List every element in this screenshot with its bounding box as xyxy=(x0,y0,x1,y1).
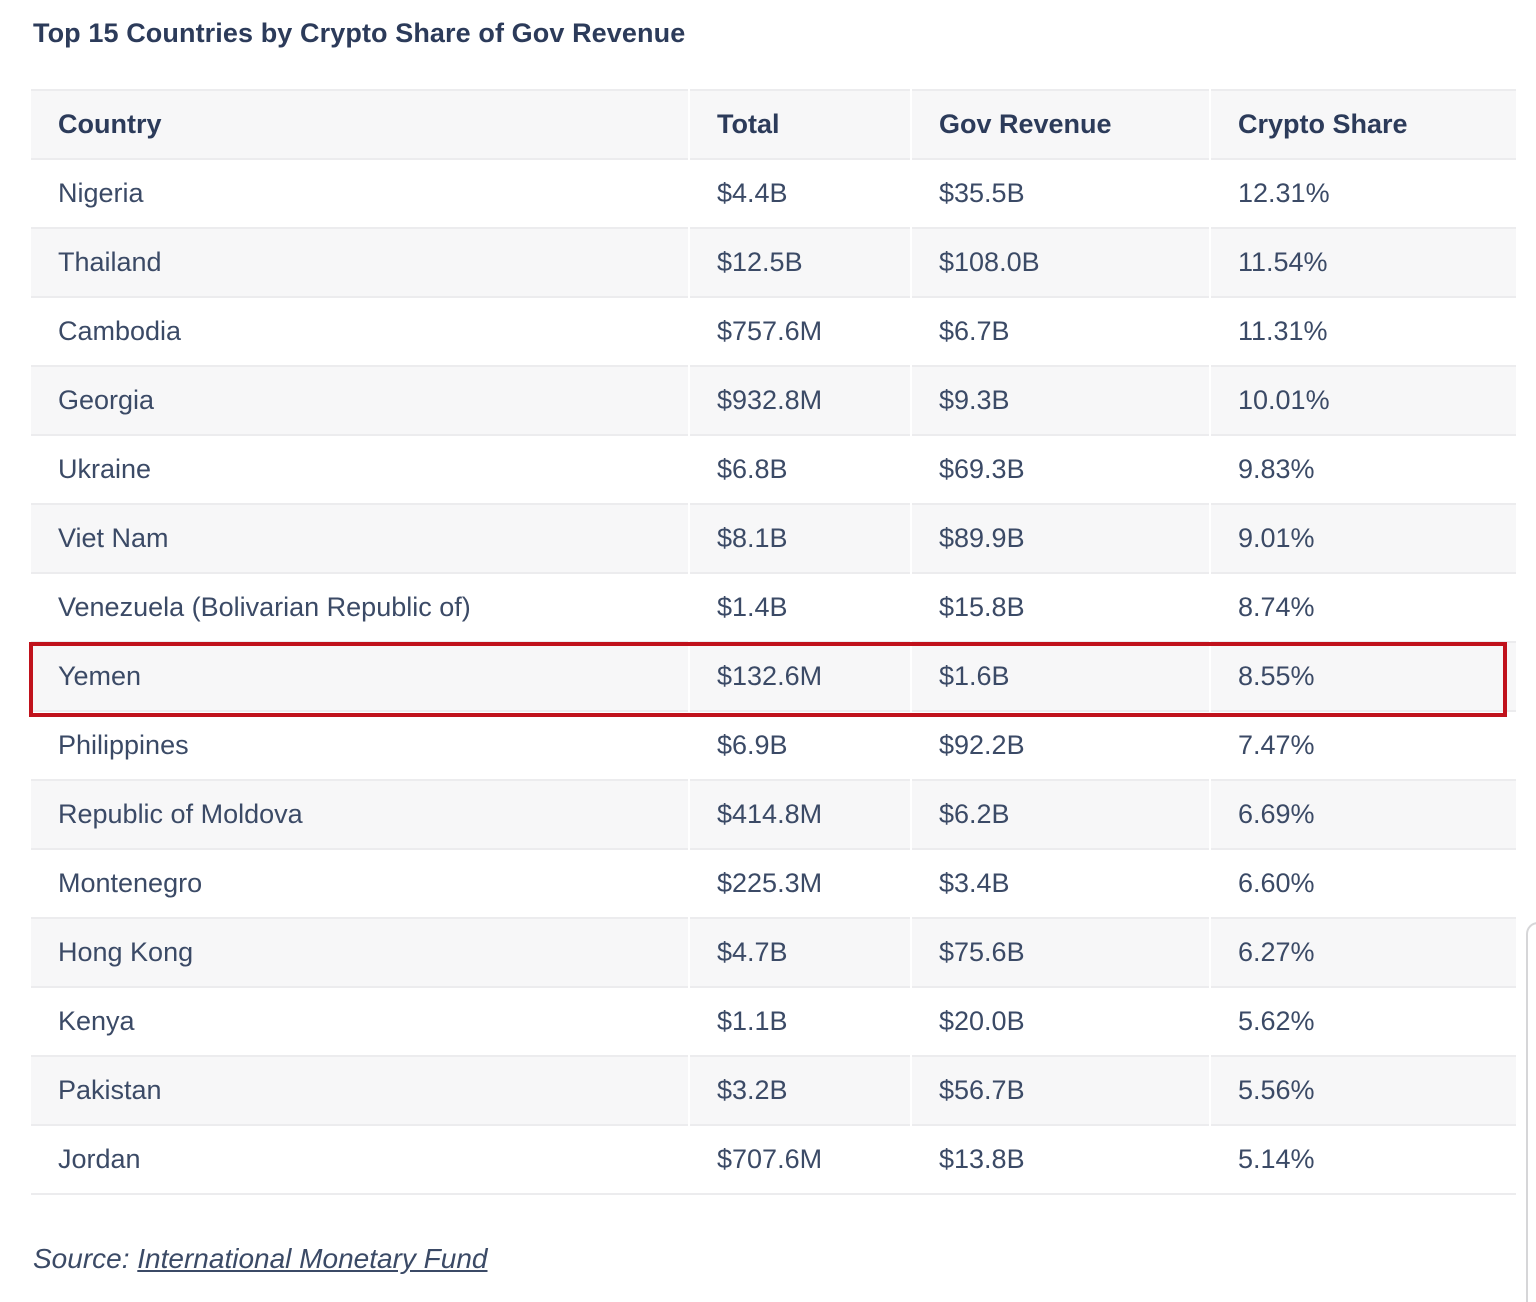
cell-total: $757.6M xyxy=(689,296,912,366)
cell-crypto-share: 5.14% xyxy=(1210,1124,1516,1195)
table-row: Cambodia $757.6M $6.7B 11.31% xyxy=(31,296,1516,366)
table-row: Jordan $707.6M $13.8B 5.14% xyxy=(31,1124,1516,1195)
table-row: Hong Kong $4.7B $75.6B 6.27% xyxy=(31,917,1516,987)
cell-gov-revenue: $6.7B xyxy=(911,296,1211,366)
table-row: Georgia $932.8M $9.3B 10.01% xyxy=(31,365,1516,435)
cell-gov-revenue: $15.8B xyxy=(911,572,1211,642)
cell-country: Pakistan xyxy=(31,1055,690,1125)
table-row: Viet Nam $8.1B $89.9B 9.01% xyxy=(31,503,1516,573)
cell-total: $8.1B xyxy=(689,503,912,573)
cell-country: Montenegro xyxy=(31,848,690,918)
cell-total: $6.8B xyxy=(689,434,912,504)
cell-country: Cambodia xyxy=(31,296,690,366)
cell-gov-revenue: $1.6B xyxy=(911,641,1211,711)
cell-country: Philippines xyxy=(31,710,690,780)
cell-total: $6.9B xyxy=(689,710,912,780)
cell-country: Kenya xyxy=(31,986,690,1056)
cell-total: $1.1B xyxy=(689,986,912,1056)
data-table-wrapper: Country Total Gov Revenue Crypto Share N… xyxy=(31,89,1516,1195)
cell-country: Nigeria xyxy=(31,158,690,228)
table-row: Venezuela (Bolivarian Republic of) $1.4B $… xyxy=(31,572,1516,642)
scroll-edge-decoration xyxy=(1526,922,1536,1302)
cell-gov-revenue: $20.0B xyxy=(911,986,1211,1056)
cell-crypto-share: 9.01% xyxy=(1210,503,1516,573)
table-body: Nigeria $4.4B $35.5B 12.31% Thailand $12.5B $1… xyxy=(31,158,1516,1195)
cell-gov-revenue: $56.7B xyxy=(911,1055,1211,1125)
cell-total: $132.6M xyxy=(689,641,912,711)
column-header-crypto-share: Crypto Share xyxy=(1210,89,1516,159)
table-row: Thailand $12.5B $108.0B 11.54% xyxy=(31,227,1516,297)
source-label: Source: xyxy=(33,1243,130,1274)
cell-crypto-share: 8.74% xyxy=(1210,572,1516,642)
column-header-gov-revenue: Gov Revenue xyxy=(911,89,1211,159)
table-row: Philippines $6.9B $92.2B 7.47% xyxy=(31,710,1516,780)
cell-total: $3.2B xyxy=(689,1055,912,1125)
cell-total: $4.4B xyxy=(689,158,912,228)
cell-country: Viet Nam xyxy=(31,503,690,573)
table-row: Pakistan $3.2B $56.7B 5.56% xyxy=(31,1055,1516,1125)
cell-total: $414.8M xyxy=(689,779,912,849)
table-row: Republic of Moldova $414.8M $6.2B 6.69% xyxy=(31,779,1516,849)
cell-gov-revenue: $108.0B xyxy=(911,227,1211,297)
cell-crypto-share: 10.01% xyxy=(1210,365,1516,435)
cell-crypto-share: 8.55% xyxy=(1210,641,1516,711)
table-row: Yemen $132.6M $1.6B 8.55% xyxy=(31,641,1516,711)
cell-total: $12.5B xyxy=(689,227,912,297)
cell-crypto-share: 5.62% xyxy=(1210,986,1516,1056)
cell-gov-revenue: $6.2B xyxy=(911,779,1211,849)
cell-gov-revenue: $89.9B xyxy=(911,503,1211,573)
crypto-share-table: Country Total Gov Revenue Crypto Share N… xyxy=(31,89,1516,1195)
cell-country: Hong Kong xyxy=(31,917,690,987)
table-title: Top 15 Countries by Crypto Share of Gov … xyxy=(33,18,686,48)
cell-gov-revenue: $35.5B xyxy=(911,158,1211,228)
cell-crypto-share: 11.54% xyxy=(1210,227,1516,297)
cell-country: Ukraine xyxy=(31,434,690,504)
source-note: Source: International Monetary Fund xyxy=(33,1243,488,1275)
cell-country: Georgia xyxy=(31,365,690,435)
table-row: Ukraine $6.8B $69.3B 9.83% xyxy=(31,434,1516,504)
cell-country: Yemen xyxy=(31,641,690,711)
cell-gov-revenue: $9.3B xyxy=(911,365,1211,435)
table-row: Kenya $1.1B $20.0B 5.62% xyxy=(31,986,1516,1056)
cell-total: $932.8M xyxy=(689,365,912,435)
cell-gov-revenue: $92.2B xyxy=(911,710,1211,780)
cell-country: Thailand xyxy=(31,227,690,297)
source-link[interactable]: International Monetary Fund xyxy=(137,1243,488,1274)
cell-crypto-share: 6.69% xyxy=(1210,779,1516,849)
table-row: Nigeria $4.4B $35.5B 12.31% xyxy=(31,158,1516,228)
cell-country: Jordan xyxy=(31,1124,690,1195)
cell-crypto-share: 5.56% xyxy=(1210,1055,1516,1125)
cell-total: $4.7B xyxy=(689,917,912,987)
cell-total: $225.3M xyxy=(689,848,912,918)
column-header-total: Total xyxy=(689,89,912,159)
column-header-country: Country xyxy=(31,89,690,159)
cell-crypto-share: 9.83% xyxy=(1210,434,1516,504)
cell-total: $707.6M xyxy=(689,1124,912,1195)
cell-gov-revenue: $3.4B xyxy=(911,848,1211,918)
table-row: Montenegro $225.3M $3.4B 6.60% xyxy=(31,848,1516,918)
cell-crypto-share: 6.27% xyxy=(1210,917,1516,987)
cell-gov-revenue: $69.3B xyxy=(911,434,1211,504)
cell-gov-revenue: $75.6B xyxy=(911,917,1211,987)
cell-country: Venezuela (Bolivarian Republic of) xyxy=(31,572,690,642)
cell-crypto-share: 11.31% xyxy=(1210,296,1516,366)
cell-gov-revenue: $13.8B xyxy=(911,1124,1211,1195)
cell-crypto-share: 12.31% xyxy=(1210,158,1516,228)
table-header-row: Country Total Gov Revenue Crypto Share xyxy=(31,89,1516,159)
cell-total: $1.4B xyxy=(689,572,912,642)
cell-crypto-share: 6.60% xyxy=(1210,848,1516,918)
cell-country: Republic of Moldova xyxy=(31,779,690,849)
cell-crypto-share: 7.47% xyxy=(1210,710,1516,780)
